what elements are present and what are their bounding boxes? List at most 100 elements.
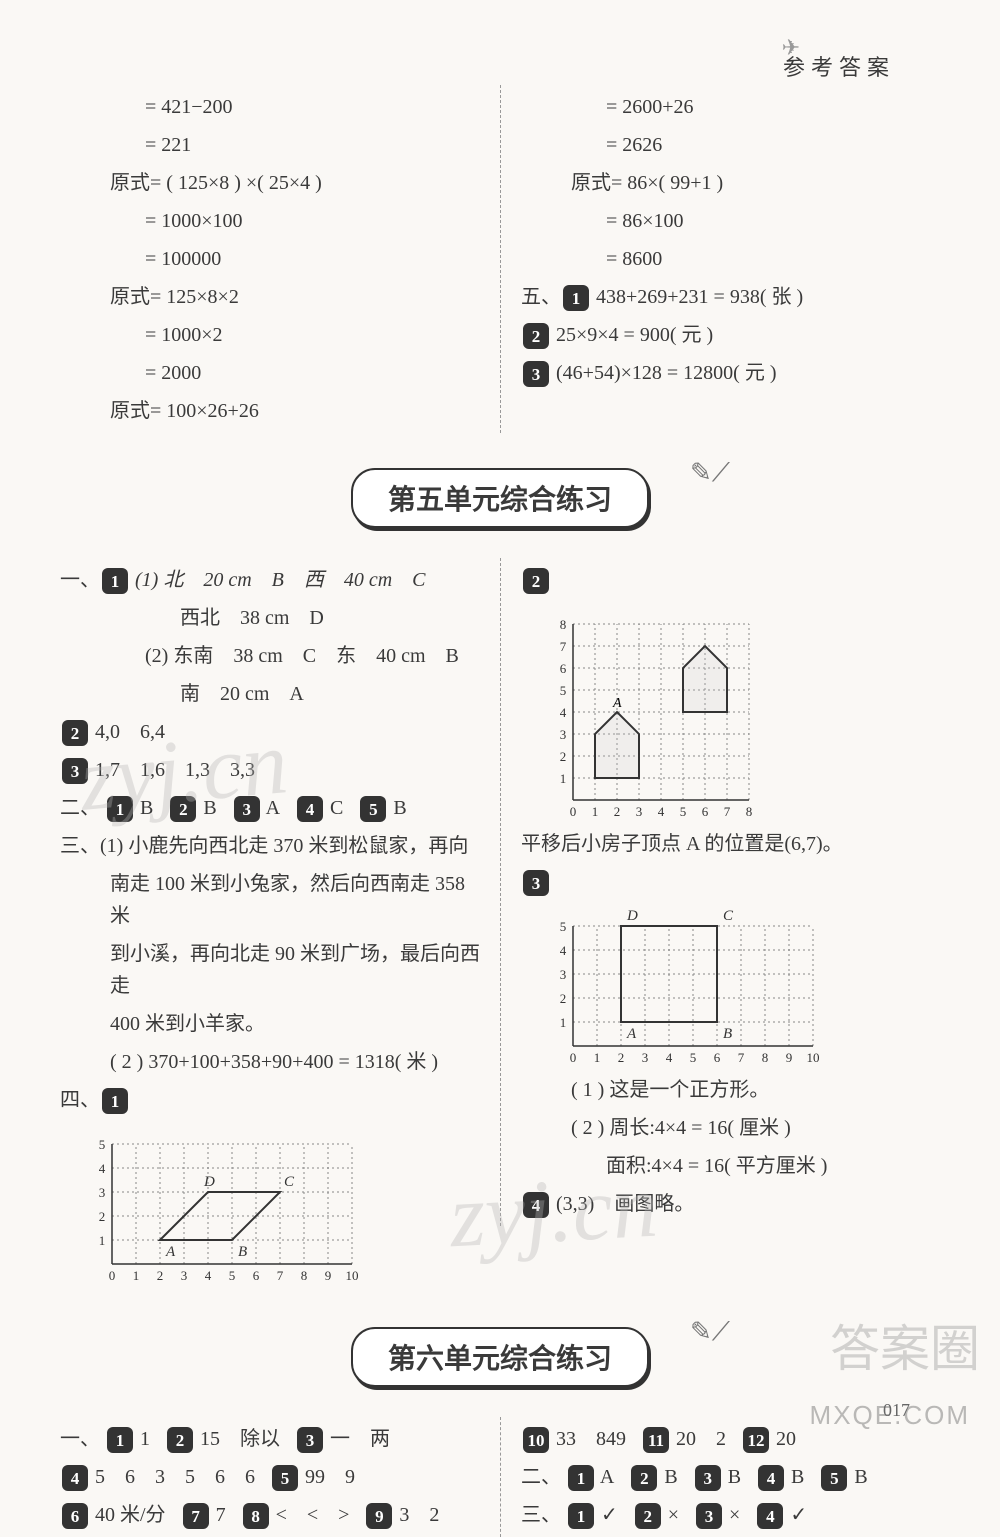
svg-text:1: 1 bbox=[592, 804, 599, 819]
watermark-logo: 答案圈 bbox=[830, 1309, 980, 1381]
svg-text:A: A bbox=[165, 1244, 176, 1260]
svg-text:1: 1 bbox=[594, 1050, 601, 1065]
num-badge: 3 bbox=[695, 1465, 721, 1491]
svg-text:0: 0 bbox=[570, 1050, 577, 1065]
num-badge: 2 bbox=[631, 1465, 657, 1491]
col-left: 一、 1 1 2 15 除以 3 一 两 4 5 6 3 5 6 6 5 99 … bbox=[60, 1417, 500, 1537]
section-5-body: 一、1 (1) 北 20 cm B 西 40 cm C 西北 38 cm D (… bbox=[60, 558, 940, 1292]
text: B bbox=[791, 1466, 804, 1488]
num-badge: 2 bbox=[62, 720, 88, 746]
label: 五、 bbox=[521, 286, 561, 308]
ans-line: 4 5 6 3 5 6 6 5 99 9 bbox=[60, 1461, 480, 1493]
svg-text:5: 5 bbox=[560, 683, 567, 698]
grid-chart-2: 01234567812345678A bbox=[551, 602, 771, 822]
num-badge: 1 bbox=[568, 1465, 594, 1491]
ans-line: (2) 东南 38 cm C 东 40 cm B bbox=[60, 640, 480, 672]
num-badge: 1 bbox=[563, 285, 589, 311]
ans-line: 西北 38 cm D bbox=[60, 602, 480, 634]
num-badge: 4 bbox=[297, 796, 323, 822]
svg-text:10: 10 bbox=[807, 1050, 820, 1065]
svg-text:7: 7 bbox=[560, 639, 567, 654]
label: 二、 bbox=[521, 1466, 561, 1488]
ans-line: 3 bbox=[521, 866, 940, 898]
text: B bbox=[854, 1466, 867, 1488]
text: B bbox=[664, 1466, 677, 1488]
label: 一、 bbox=[60, 569, 100, 591]
svg-text:D: D bbox=[203, 1174, 215, 1190]
svg-text:0: 0 bbox=[109, 1268, 116, 1283]
num-badge: 3 bbox=[234, 796, 260, 822]
svg-text:1: 1 bbox=[560, 1015, 567, 1030]
page-number: 017 bbox=[883, 1400, 910, 1421]
svg-text:B: B bbox=[238, 1244, 247, 1260]
label: 三、 bbox=[521, 1504, 561, 1526]
ans-line: 三、 1 ✓ 2 × 3 × 4 ✓ bbox=[521, 1499, 940, 1531]
num-badge: 4 bbox=[62, 1465, 88, 1491]
grid-chart-3: 01234567891012345ADCB bbox=[551, 904, 835, 1068]
eq-line: 2 25×9×4 = 900( 元 ) bbox=[521, 319, 940, 351]
text: ✓ bbox=[790, 1504, 807, 1526]
text: × bbox=[668, 1504, 679, 1526]
num-badge: 3 bbox=[523, 361, 549, 387]
svg-text:6: 6 bbox=[253, 1268, 260, 1283]
ans-line: 四、1 bbox=[60, 1084, 480, 1116]
svg-text:5: 5 bbox=[229, 1268, 236, 1283]
expr: 25×9×4 = 900( 元 ) bbox=[551, 324, 713, 346]
ans-line: ( 2 ) 370+100+358+90+400 = 1318( 米 ) bbox=[60, 1046, 480, 1078]
section-6-title: 第六单元综合练习 ✎⟋ bbox=[320, 1327, 680, 1387]
num-badge: 3 bbox=[297, 1427, 323, 1453]
svg-text:2: 2 bbox=[99, 1209, 106, 1224]
text: 7 bbox=[211, 1504, 226, 1526]
svg-text:6: 6 bbox=[560, 661, 567, 676]
ans-line: 10 33 849 11 20 2 12 20 bbox=[521, 1423, 940, 1455]
num-badge: 8 bbox=[243, 1503, 269, 1529]
ans-line: 6 40 米/分 7 7 8 < < > 9 3 2 bbox=[60, 1499, 480, 1531]
text: 40 米/分 bbox=[90, 1504, 166, 1526]
label: 原式 bbox=[110, 172, 150, 194]
text: 20 2 bbox=[671, 1428, 726, 1450]
svg-text:D: D bbox=[626, 908, 638, 924]
num-badge: 5 bbox=[360, 796, 386, 822]
num-badge: 4 bbox=[758, 1465, 784, 1491]
eq-line: = 8600 bbox=[521, 243, 940, 275]
text: ✓ bbox=[601, 1504, 618, 1526]
label: 原式 bbox=[110, 286, 150, 308]
svg-text:8: 8 bbox=[301, 1268, 308, 1283]
num-badge: 4 bbox=[757, 1503, 783, 1529]
title-text: 第五单元综合练习 bbox=[351, 468, 649, 528]
svg-text:7: 7 bbox=[738, 1050, 745, 1065]
num-badge: 1 bbox=[107, 796, 133, 822]
title-text: 第六单元综合练习 bbox=[351, 1327, 649, 1387]
answers-top: = 421−200 = 221 原式= ( 125×8 ) ×( 25×4 ) … bbox=[60, 85, 940, 433]
svg-text:B: B bbox=[723, 1026, 732, 1042]
svg-text:4: 4 bbox=[560, 943, 567, 958]
num-badge: 3 bbox=[696, 1503, 722, 1529]
deco-icon: ✎⟋ bbox=[690, 458, 730, 489]
eq-line: 原式= 100×26+26 bbox=[60, 395, 480, 427]
col-right: 10 33 849 11 20 2 12 20 二、 1 A 2 B 3 B 4… bbox=[500, 1417, 940, 1537]
expr: = 86×( 99+1 ) bbox=[611, 172, 723, 194]
eq-line: = 2000 bbox=[60, 357, 480, 389]
text: 1 bbox=[135, 1428, 150, 1450]
svg-text:4: 4 bbox=[205, 1268, 212, 1283]
ans-line: 3 1,7 1,6 1,3 3,3 bbox=[60, 754, 480, 786]
svg-text:7: 7 bbox=[724, 804, 731, 819]
svg-text:4: 4 bbox=[560, 705, 567, 720]
eq-line: = 221 bbox=[60, 129, 480, 161]
text: A bbox=[600, 1466, 614, 1488]
ans-line: 南 20 cm A bbox=[60, 678, 480, 710]
svg-text:C: C bbox=[284, 1174, 295, 1190]
eq-line: = 100000 bbox=[60, 243, 480, 275]
ans-line: 2 4,0 6,4 bbox=[60, 716, 480, 748]
svg-text:10: 10 bbox=[346, 1268, 359, 1283]
svg-text:3: 3 bbox=[642, 1050, 649, 1065]
num-badge: 10 bbox=[523, 1427, 549, 1453]
ans-line: 到小溪，再向北走 90 米到广场，最后向西走 bbox=[60, 938, 480, 1002]
svg-text:1: 1 bbox=[133, 1268, 140, 1283]
section-6-body: 一、 1 1 2 15 除以 3 一 两 4 5 6 3 5 6 6 5 99 … bbox=[60, 1417, 940, 1537]
label: 原式 bbox=[110, 400, 150, 422]
text: B bbox=[728, 1466, 741, 1488]
num-badge: 3 bbox=[523, 870, 549, 896]
text: B bbox=[393, 797, 406, 819]
ans-line: 平移后小房子顶点 A 的位置是(6,7)。 bbox=[521, 828, 940, 860]
